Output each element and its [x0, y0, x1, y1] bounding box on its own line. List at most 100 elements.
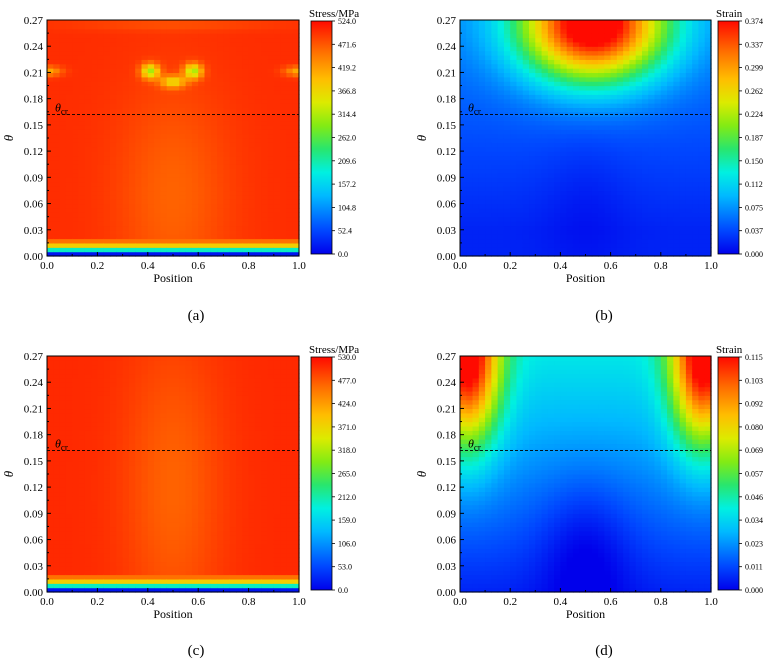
heatmap-cell [59, 561, 67, 567]
heatmap-cell [522, 221, 530, 227]
heatmap-cell [478, 177, 486, 183]
heatmap-cell [91, 583, 98, 589]
heatmap-cell [560, 216, 568, 222]
heatmap-cell [510, 168, 518, 174]
heatmap-cell [604, 120, 612, 126]
heatmap-cell [65, 129, 73, 135]
heatmap-cell [547, 238, 555, 244]
heatmap-cell [91, 63, 98, 69]
heatmap-cell [273, 133, 281, 139]
heatmap-cell [267, 24, 275, 30]
heatmap-cell [585, 216, 593, 222]
heatmap-cell [478, 225, 486, 231]
heatmap-cell [185, 94, 193, 100]
heatmap-cell [667, 28, 674, 34]
heatmap-cell [623, 155, 631, 161]
heatmap-cell [254, 159, 262, 165]
heatmap-cell [236, 251, 243, 257]
heatmap-cell [242, 155, 250, 161]
heatmap-cell [173, 28, 180, 34]
heatmap-cell [47, 390, 54, 396]
heatmap-cell [78, 508, 86, 514]
heatmap-cell [598, 251, 605, 257]
heatmap-cell [648, 85, 656, 91]
heatmap-cell [242, 98, 250, 104]
heatmap-cell [91, 364, 98, 370]
heatmap-cell [591, 50, 599, 56]
heatmap-cell [47, 221, 54, 227]
heatmap-cell [529, 59, 536, 65]
heatmap-cell [47, 552, 54, 558]
heatmap-cell [141, 116, 149, 122]
heatmap-cell [679, 46, 687, 52]
y-tick-label: 0.06 [437, 199, 457, 211]
heatmap-cell [254, 68, 262, 74]
heatmap-cell [660, 133, 668, 139]
heatmap-cell [510, 111, 518, 117]
heatmap-cell [497, 159, 505, 165]
heatmap-cell [623, 168, 631, 174]
heatmap-cell [204, 181, 212, 187]
heatmap-cell [84, 522, 92, 528]
heatmap-cell [267, 155, 275, 161]
heatmap-cell [110, 172, 117, 178]
heatmap-cell [591, 116, 599, 122]
heatmap-cell [59, 63, 67, 69]
heatmap-cell [522, 124, 530, 130]
heatmap-cell [522, 251, 530, 257]
heatmap-cell [273, 33, 281, 39]
heatmap-cell [698, 238, 706, 244]
heatmap-cell [560, 234, 568, 240]
heatmap-cell [704, 199, 712, 205]
heatmap-cell [173, 50, 180, 56]
heatmap-cell [128, 164, 136, 170]
heatmap-cell [535, 50, 543, 56]
heatmap-cell [179, 46, 187, 52]
heatmap-cell [460, 85, 467, 91]
heatmap-cell [497, 28, 505, 34]
heatmap-cell [135, 68, 143, 74]
heatmap-cell [191, 116, 199, 122]
heatmap-cell [616, 20, 624, 25]
heatmap-cell [97, 242, 105, 248]
heatmap-cell [704, 194, 712, 200]
heatmap-cell [685, 28, 693, 34]
heatmap-cell [91, 377, 98, 383]
heatmap-cell [273, 242, 281, 248]
heatmap-cell [660, 116, 668, 122]
heatmap-cell [460, 177, 467, 183]
heatmap-cell [610, 24, 618, 30]
heatmap-cell [698, 85, 706, 91]
heatmap-cell [97, 59, 105, 65]
heatmap-cell [135, 142, 143, 148]
heatmap-cell [47, 142, 54, 148]
heatmap-cell [572, 146, 580, 152]
heatmap-cell [566, 107, 574, 113]
heatmap-cell [529, 242, 536, 248]
heatmap-cell [97, 68, 105, 74]
heatmap-cell [591, 234, 599, 240]
heatmap-cell [516, 199, 524, 205]
heatmap-cell [503, 33, 511, 39]
heatmap-cell [223, 28, 231, 34]
heatmap-cell [667, 54, 674, 60]
heatmap-cell [491, 46, 499, 52]
heatmap-cell [267, 107, 275, 113]
heatmap-cell [91, 221, 98, 227]
heatmap-cell [685, 50, 693, 56]
heatmap-cell [673, 168, 681, 174]
heatmap-cell [198, 20, 206, 25]
heatmap-cell [179, 168, 187, 174]
heatmap-cell [210, 24, 218, 30]
heatmap-cell [704, 221, 712, 227]
heatmap-cell [97, 557, 105, 563]
heatmap-cell [604, 146, 612, 152]
heatmap-cell [629, 94, 637, 100]
heatmap-cell [660, 138, 668, 143]
heatmap-cell [72, 216, 80, 222]
heatmap-cell [616, 251, 624, 257]
heatmap-cell [604, 116, 612, 122]
heatmap-cell [547, 177, 555, 183]
heatmap-cell [679, 186, 687, 192]
heatmap-cell [248, 199, 256, 205]
